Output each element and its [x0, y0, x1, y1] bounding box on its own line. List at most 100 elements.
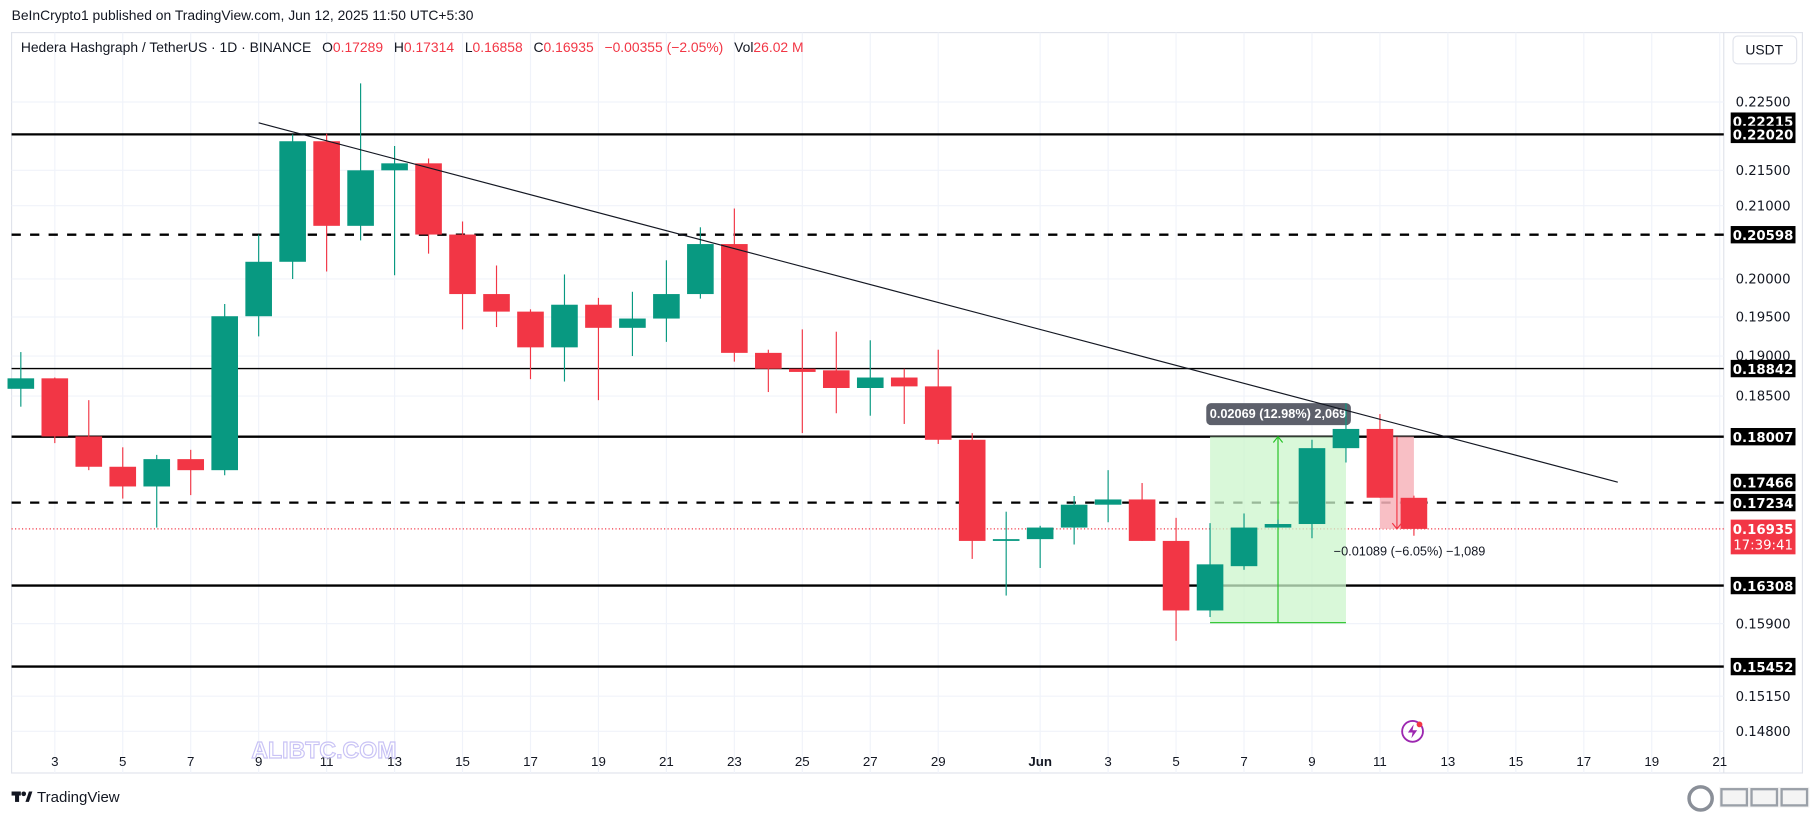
- published-caption: BeInCrypto1 published on TradingView.com…: [12, 7, 474, 23]
- price-tick-label: 0.15900: [1736, 617, 1791, 632]
- time-tick-label: Jun: [1028, 754, 1052, 769]
- watermark: ALIBTC.COM: [251, 737, 396, 763]
- price-badge[interactable]: [1730, 226, 1796, 244]
- measure-label-bg: [1206, 403, 1351, 426]
- candle-body: [347, 170, 374, 226]
- bar-countdown: 17:39:41: [1733, 539, 1793, 554]
- legend: Hedera Hashgraph / TetherUS · 1D · BINAN…: [21, 39, 804, 55]
- candle-body: [1264, 524, 1292, 528]
- arrow-up-icon: [1272, 435, 1284, 443]
- time-tick-label: 21: [1712, 754, 1727, 769]
- candle-body: [1128, 499, 1156, 541]
- time-axis[interactable]: 3 5 7 9 11 13 15 17 19 21 23 25 27 29 Jun 3 5 7 9 11 13 15 17 1…: [51, 754, 1727, 769]
- candle-body: [1026, 527, 1054, 540]
- legend-close: 0.16935: [544, 39, 594, 55]
- candle-body: [1298, 448, 1326, 525]
- candle-body: [856, 377, 884, 388]
- time-tick-label: 3: [51, 754, 58, 769]
- time-tick-label: 19: [1644, 754, 1659, 769]
- candle-body: [890, 377, 918, 387]
- candle-body: [755, 352, 782, 369]
- candle-body: [279, 141, 306, 262]
- time-tick-label: 9: [255, 754, 262, 769]
- time-tick-label: 19: [591, 754, 606, 769]
- candle-body: [517, 311, 544, 348]
- candle-body: [381, 163, 408, 171]
- time-tick-label: 21: [659, 754, 674, 769]
- price-badge[interactable]: [1730, 359, 1796, 378]
- legend-high: 0.17314: [404, 39, 454, 55]
- candle-body: [992, 539, 1020, 541]
- candle-body: [619, 318, 646, 328]
- legend-change: −0.00355 (−2.05%): [604, 39, 723, 55]
- candle-body: [1366, 428, 1394, 498]
- last-price-label: 0.16935: [1733, 523, 1794, 538]
- candle-body: [41, 378, 69, 437]
- time-tick-label: 5: [1172, 754, 1179, 769]
- price-badge[interactable]: [1730, 657, 1796, 676]
- candle-body: [75, 436, 103, 467]
- time-tick-label: 23: [727, 754, 742, 769]
- candle-body: [177, 459, 205, 471]
- candle-body: [789, 368, 816, 372]
- candle-body: [109, 466, 137, 487]
- legend-volume: 26.02 M: [753, 39, 803, 55]
- candle-body: [924, 386, 952, 440]
- price-badge[interactable]: [1730, 125, 1796, 144]
- candle-body: [7, 378, 35, 389]
- currency-label: USDT: [1745, 42, 1783, 58]
- price-badge[interactable]: [1730, 427, 1796, 446]
- candle-body: [1162, 540, 1190, 611]
- legend-open: 0.17289: [333, 39, 383, 55]
- trendline-line[interactable]: [258, 122, 1618, 483]
- tradingview-wordmark: TradingView: [37, 789, 120, 806]
- time-tick-label: 7: [1240, 754, 1247, 769]
- price-badge[interactable]: [1730, 493, 1796, 512]
- alibtc-corner-logo: [1687, 785, 1810, 812]
- lightning-icon[interactable]: [1401, 720, 1424, 743]
- last-price-badge[interactable]: [1730, 519, 1796, 555]
- price-tick-label: 0.20000: [1736, 273, 1791, 288]
- candle-body: [1230, 527, 1258, 567]
- time-tick-label: 17: [1576, 754, 1591, 769]
- legend-low: 0.16858: [473, 39, 523, 55]
- time-tick-label: 29: [931, 754, 946, 769]
- time-tick-label: 9: [1308, 754, 1315, 769]
- candle-body: [1094, 499, 1122, 505]
- time-tick-label: 13: [1440, 754, 1455, 769]
- candle-body: [483, 294, 510, 312]
- candle-body: [822, 370, 850, 388]
- price-tick-label: 0.18500: [1736, 390, 1791, 405]
- candle-body: [653, 294, 680, 319]
- time-tick-label: 27: [863, 754, 878, 769]
- currency-button[interactable]: USDT: [1732, 35, 1798, 65]
- price-tick-label: 0.19500: [1736, 311, 1791, 326]
- trendline[interactable]: [258, 122, 1618, 483]
- grid: [11, 32, 1724, 773]
- legend-close-label: C: [534, 39, 544, 55]
- time-tick-label: 11: [1373, 754, 1387, 769]
- candle-body: [1332, 428, 1360, 449]
- price-badge-label: 0.20598: [1733, 229, 1794, 244]
- horizontal-levels[interactable]: [11, 133, 1724, 668]
- tradingview-logo[interactable]: TradingView: [11, 789, 120, 806]
- time-tick-label: 11: [320, 754, 334, 769]
- candles: [7, 83, 1428, 641]
- price-badge[interactable]: [1730, 473, 1796, 492]
- candle-body: [415, 163, 442, 235]
- legend-low-label: L: [465, 39, 473, 55]
- price-badge-label: 0.15452: [1733, 661, 1794, 676]
- candle-body: [313, 141, 340, 226]
- tradingview-logo-icon: [11, 791, 33, 802]
- price-badge[interactable]: [1730, 576, 1796, 595]
- time-tick-label: 15: [455, 754, 470, 769]
- time-tick-label: 25: [795, 754, 810, 769]
- legend-volume-label: Vol: [734, 39, 753, 55]
- price-badge[interactable]: [1730, 112, 1796, 130]
- price-tick-label: 0.15150: [1736, 690, 1791, 705]
- price-badge-label: 0.17234: [1733, 497, 1794, 512]
- price-axis[interactable]: 0.225000.215000.210000.200000.195000.190…: [1730, 96, 1796, 740]
- chart-frame: [10, 32, 1804, 774]
- price-badge-label: 0.17466: [1733, 477, 1794, 492]
